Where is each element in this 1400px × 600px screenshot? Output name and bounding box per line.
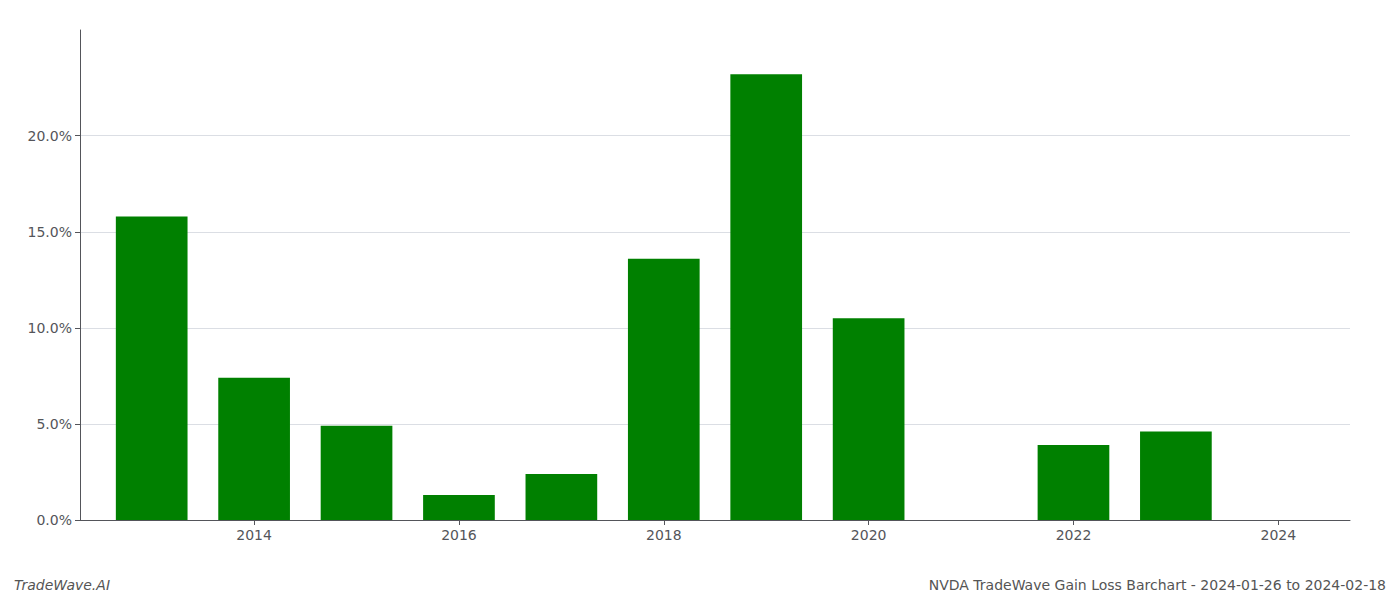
svg-text:2016: 2016 (441, 527, 477, 543)
svg-text:5.0%: 5.0% (36, 416, 72, 432)
svg-text:0.0%: 0.0% (36, 512, 72, 528)
svg-text:2018: 2018 (646, 527, 682, 543)
svg-text:2014: 2014 (236, 527, 272, 543)
svg-text:15.0%: 15.0% (28, 224, 72, 240)
svg-text:2020: 2020 (851, 527, 887, 543)
svg-text:20.0%: 20.0% (28, 128, 72, 144)
svg-text:2022: 2022 (1056, 527, 1092, 543)
svg-text:TradeWave.AI: TradeWave.AI (14, 577, 110, 593)
svg-text:10.0%: 10.0% (28, 320, 72, 336)
svg-text:2024: 2024 (1260, 527, 1296, 543)
svg-text:NVDA TradeWave Gain Loss Barch: NVDA TradeWave Gain Loss Barchart - 2024… (929, 577, 1386, 593)
